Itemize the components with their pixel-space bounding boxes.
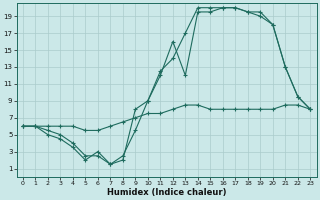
X-axis label: Humidex (Indice chaleur): Humidex (Indice chaleur) xyxy=(107,188,226,197)
